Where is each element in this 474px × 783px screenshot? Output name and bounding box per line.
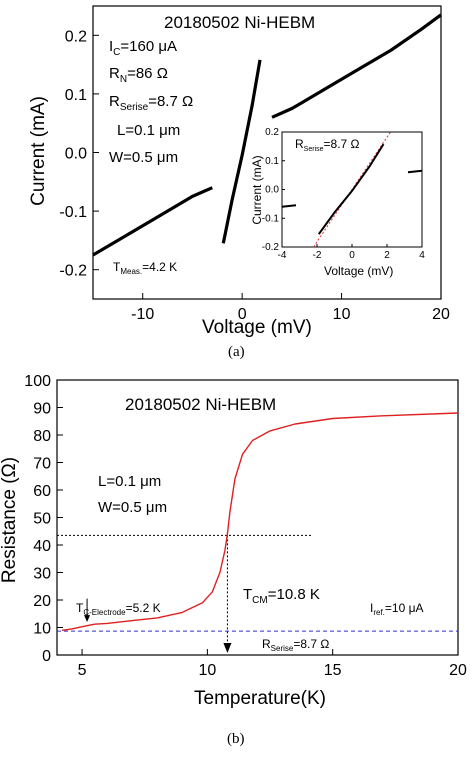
y-tick-label: 0.0 [65,146,87,163]
panel-a-y-ticks: -0.2 -0.1 0.0 0.1 0.2 [59,28,99,280]
panel-b-y-label: Resistance (Ω) [0,457,20,583]
y-tick-label: -0.2 [59,263,87,280]
panel-a-annotation-ic: IC=160 μA [109,38,177,58]
panel-a: -10 0 10 20 -0.2-0.10.00.10.2 20180502 Ni-H… [28,5,450,360]
panel-b-x-ticks: 5 10 15 20 [78,649,467,679]
panel-b-caption: (b) [227,731,245,747]
x-tick-label: 20 [432,306,450,323]
panel-a-annotation-rn: RN=86 Ω [109,65,168,85]
panel-a-x-label: Voltage (mV) [202,317,312,338]
iv-curve-segment [221,59,262,244]
panel-b-annotation-iref: Iref.=10 μA [370,601,424,617]
panel-b-series [61,412,459,631]
panel-a-annotation-length: L=0.1 μm [117,122,180,139]
panel-a-x-ticks: -10 0 10 20 [131,293,450,323]
x-tick-label: 10 [333,306,351,323]
y-tick-label: 0.2 [65,28,87,45]
panel-a-y-label: Current (mA) [28,96,49,206]
inset-annotation-rserise: RSerise=8.7 Ω [295,137,360,153]
x-tick-label: 0 [349,250,355,261]
inset-x-label: Voltage (mV) [324,264,393,278]
panel-b-annotation-width: W=0.5 μm [98,499,167,516]
y-tick-label: -0.1 [59,204,87,221]
x-tick-label: 4 [419,250,425,261]
panel-b-annotation-rserise: RSerise=8.7 Ω [262,637,329,653]
panel-a-annotation-tmeas: TMeas.=4.2 K [113,260,177,276]
inset-y-label: Current (mA) [250,155,264,224]
panel-a-title: 20180502 Ni-HEBM [164,13,315,32]
panel-a-inset: -4 -2 0 2 4 -0.2-0.10.00.10.2 RSerise=8.7 Ω … [250,127,425,278]
panel-b-annotation-tcm: TCM=10.8 K [243,586,320,606]
inset-curve-segment [407,169,423,174]
y-tick-label: 0 [42,648,51,665]
y-tick-label: -0.2 [262,242,280,253]
x-tick-label: 0 [238,306,247,323]
y-tick-label: 100 [24,373,51,390]
x-tick-label: 10 [198,662,216,679]
tce-arrow [84,615,91,622]
y-tick-label: 40 [33,538,51,555]
y-tick-label: 0.0 [265,185,279,196]
panel-b: 5 10 15 20 0 10 20 30 40 50 60 70 80 90 100 20180502 … [0,373,467,747]
x-tick-label: 2 [384,250,390,261]
x-tick-label: 5 [78,662,87,679]
rt-curve [61,412,459,631]
y-tick-label: 0.1 [65,87,87,104]
y-tick-label: 50 [33,511,51,528]
panel-b-reference-lines [57,534,458,653]
inset-curve-segment [317,143,385,235]
inset-curve-segment [281,204,297,208]
x-tick-label: -4 [278,250,287,261]
iv-curve-segment [92,186,213,257]
y-tick-label: 70 [33,456,51,473]
panel-b-x-label: Temperature(K) [194,688,326,709]
panel-b-annotation-tce: TC-Electrode=5.2 K [76,601,161,617]
panel-a-annotation-rserise: RSerise=8.7 Ω [109,93,193,113]
y-tick-label: 20 [33,593,51,610]
x-tick-label: -10 [131,306,154,323]
inset-series [281,131,423,248]
y-tick-label: 60 [33,483,51,500]
y-tick-label: 0.1 [265,156,279,167]
iv-curve-segment [271,13,442,119]
tcm-arrow [223,643,232,653]
y-tick-label: -0.1 [262,213,280,224]
panel-b-title: 20180502 Ni-HEBM [125,395,276,414]
x-tick-label: 15 [324,662,342,679]
y-tick-label: 90 [33,401,51,418]
panel-b-y-ticks: 0 10 20 30 40 50 60 70 80 90 100 [24,373,63,665]
inset-y-ticks: -0.2 -0.1 0.0 0.1 0.2 [262,127,285,253]
panel-b-annotation-length: L=0.1 μm [98,473,161,490]
x-tick-label: 20 [449,662,467,679]
y-tick-label: 80 [33,428,51,445]
x-tick-label: -2 [313,250,322,261]
y-tick-label: 0.2 [265,127,279,138]
y-tick-label: 10 [33,621,51,638]
panel-a-annotation-width: W=0.5 μm [109,149,178,166]
panel-a-series [92,13,442,257]
panel-a-caption: (a) [228,344,245,360]
y-tick-label: 30 [33,566,51,583]
inset-x-ticks: -4 -2 0 2 4 [278,244,425,261]
